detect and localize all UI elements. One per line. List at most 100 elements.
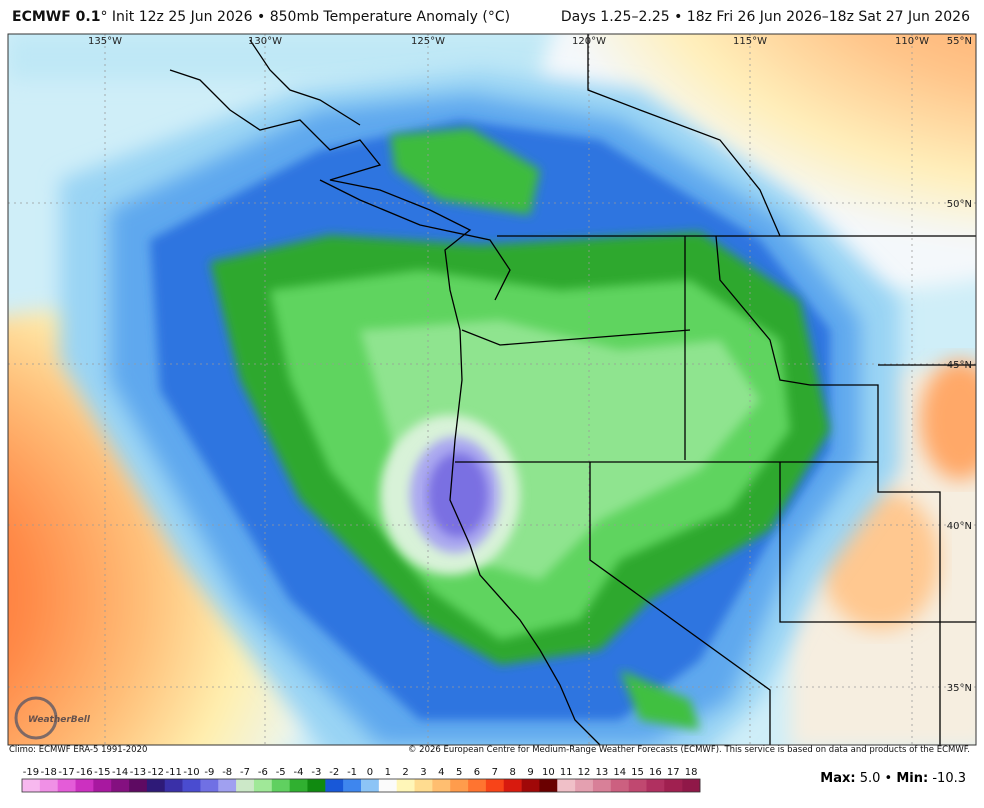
colorbar-label: -13 [130,767,146,778]
colorbar-label: -16 [76,767,92,778]
colorbar-label: 0 [367,767,373,778]
colorbar-cell [75,779,94,792]
longitude-label: 135°W [88,36,122,47]
latitude-label: 35°N [947,683,972,694]
colorbar-cell [111,779,130,792]
colorbar-label: -3 [311,767,321,778]
colorbar-cell [646,779,665,792]
colorbar-cell [253,779,273,792]
colorbar-cell [57,779,76,792]
colorbar-label: 9 [527,767,533,778]
colorbar-label: -7 [240,767,250,778]
colorbar-label: -19 [23,767,39,778]
colorbar-label: 2 [402,767,408,778]
max-label: Max: [820,771,856,786]
latitude-label: 50°N [947,199,972,210]
colorbar-cell [129,779,148,792]
colorbar-label: 17 [667,767,680,778]
latitude-label: 45°N [947,360,972,371]
colorbar-label: 6 [474,767,480,778]
colorbar-cell [503,779,522,792]
colorbar-label: -15 [94,767,110,778]
model-name: ECMWF 0.1 [12,9,101,25]
colorbar-label: -18 [41,767,57,778]
climo-note: Climo: ECMWF ERA-5 1991-2020 [9,745,148,755]
colorbar-cell [200,779,219,792]
colorbar-cell [468,779,487,792]
colorbar-label: -12 [148,767,164,778]
colorbar-cell [592,779,612,792]
copyright: © 2026 European Centre for Medium-Range … [407,745,970,755]
colorbar-label: -11 [165,767,181,778]
colorbar-label: -8 [222,767,232,778]
colorbar-cell [325,779,344,792]
colorbar-label: 10 [542,767,555,778]
colorbar-cell [432,779,451,792]
colorbar-label: 8 [509,767,515,778]
max-value: 5.0 [859,771,881,786]
map-frame [7,33,977,746]
min-value: -10.3 [932,771,966,786]
colorbar-cell [557,779,576,792]
colorbar-label: -6 [258,767,268,778]
colorbar-cell [146,779,166,792]
colorbar-label: 7 [492,767,498,778]
colorbar-label: -17 [58,767,74,778]
valid-time: Days 1.25–2.25 • 18z Fri 26 Jun 2026–18z… [560,9,970,25]
longitude-label: 130°W [248,36,282,47]
longitude-label: 115°W [733,36,767,47]
longitude-label: 110°W [895,36,929,47]
colorbar-cell [39,779,58,792]
colorbar-cell [271,779,290,792]
colorbar-cell [414,779,433,792]
latitude-label: 40°N [947,521,972,532]
stats: Max: 5.0 • Min: -10.3 [820,771,966,786]
longitude-label: 120°W [572,36,606,47]
logo-text: WeatherBell [28,715,91,725]
colorbar-label: -2 [329,767,339,778]
colorbar-cell [343,779,362,792]
separator: • [884,771,893,786]
colorbar-frame [21,778,701,793]
colorbar-cell [164,779,183,792]
colorbar-label: 16 [649,767,662,778]
colorbar-label: 3 [420,767,426,778]
colorbar-label: -5 [276,767,286,778]
colorbar-cell [218,779,237,792]
colorbar-cell [396,779,415,792]
colorbar-label: 14 [613,767,626,778]
colorbar-label: 12 [578,767,591,778]
longitude-label: 125°W [411,36,445,47]
colorbar-label: 11 [560,767,573,778]
colorbar-cell [682,779,701,792]
colorbar-label: -1 [347,767,357,778]
colorbar-cell [485,779,505,792]
colorbar-label: -10 [183,767,199,778]
colorbar-cell [575,779,594,792]
colorbar-cell [22,779,41,792]
colorbar-cell [378,779,397,792]
logo: WeatherBell [14,696,91,740]
colorbar-label: 18 [685,767,698,778]
colorbar-label: -9 [204,767,214,778]
colorbar-label: 4 [438,767,444,778]
colorbar-cell [664,779,683,792]
colorbar-label: 15 [631,767,644,778]
title-text: ° Init 12z 25 Jun 2026 • 850mb Temperatu… [100,9,511,25]
min-label: Min: [896,771,929,786]
colorbar-label: 5 [456,767,462,778]
boundaries [169,34,976,745]
colorbar-label: -4 [294,767,304,778]
colorbar-cell [289,779,308,792]
colorbar-cell [610,779,629,792]
colorbar-cell [307,779,326,792]
colorbar-label: 13 [596,767,609,778]
graticule [8,34,976,745]
title: ECMWF 0.1° Init 12z 25 Jun 2026 • 850mb … [12,9,510,25]
colorbar-cell [182,779,201,792]
colorbar-cell [361,779,380,792]
colorbar-label: -14 [112,767,128,778]
